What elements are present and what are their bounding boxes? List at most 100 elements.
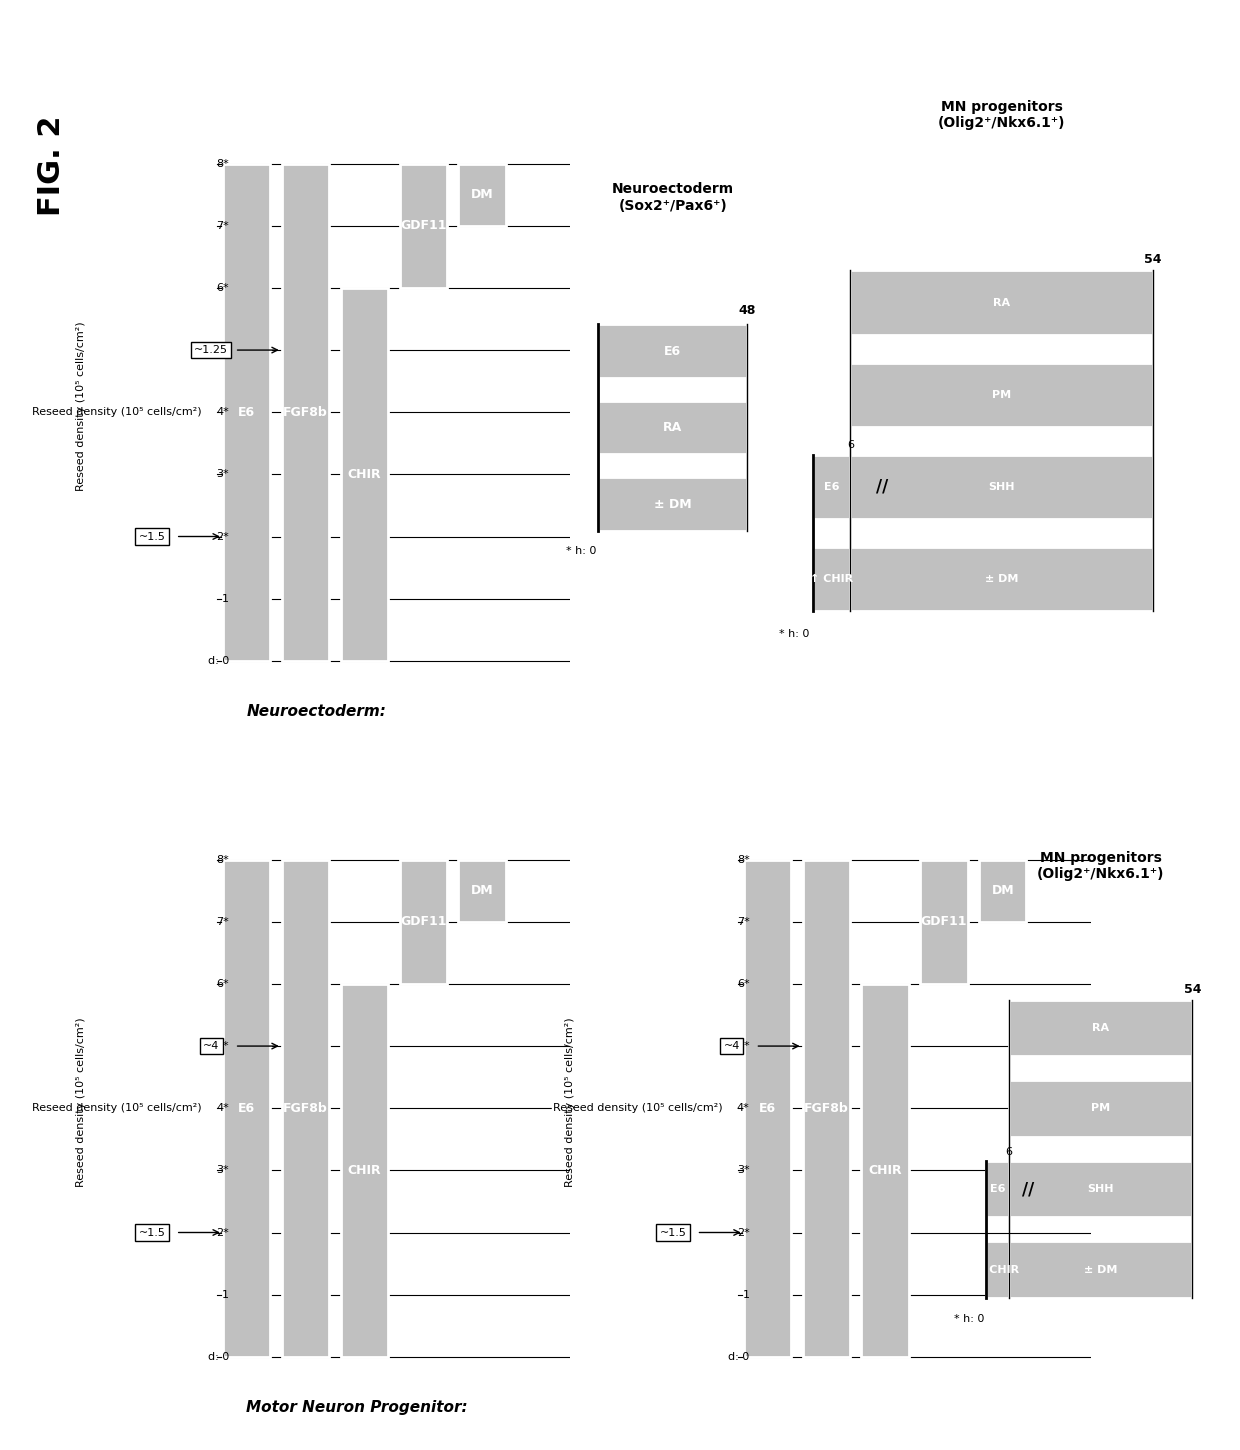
Text: ~4: ~4 — [724, 1041, 740, 1051]
Text: //: // — [1022, 1180, 1034, 1198]
Text: * h: 0: * h: 0 — [567, 547, 596, 557]
Text: DM: DM — [471, 188, 494, 202]
Text: ~1.5: ~1.5 — [139, 532, 166, 541]
Text: 6*: 6* — [216, 283, 228, 293]
Bar — [281, 164, 329, 661]
Text: ↑ CHIR: ↑ CHIR — [810, 574, 853, 584]
Bar — [1009, 1241, 1193, 1298]
Bar — [598, 400, 746, 454]
Text: ~1.25: ~1.25 — [195, 345, 228, 355]
Text: SHH: SHH — [1087, 1185, 1114, 1193]
Text: 54: 54 — [1183, 983, 1202, 996]
Text: DM: DM — [992, 884, 1014, 898]
Text: Reseed density (10⁵ cells/cm²): Reseed density (10⁵ cells/cm²) — [76, 322, 86, 490]
Bar — [851, 547, 1153, 610]
Text: 6: 6 — [847, 439, 854, 450]
Text: CHIR: CHIR — [347, 1164, 381, 1177]
Text: 7*: 7* — [216, 220, 228, 231]
Bar — [862, 985, 909, 1357]
Text: GDF11: GDF11 — [920, 915, 967, 928]
Text: FIG. 2: FIG. 2 — [37, 116, 66, 216]
Bar — [399, 860, 446, 985]
Text: CHIR: CHIR — [868, 1164, 901, 1177]
Text: 1: 1 — [222, 593, 228, 603]
Text: FGF8b: FGF8b — [283, 406, 327, 419]
Text: 4*: 4* — [216, 407, 228, 418]
Bar — [920, 860, 967, 985]
Text: Reseed density (10⁵ cells/cm²): Reseed density (10⁵ cells/cm²) — [565, 1018, 575, 1186]
Text: ~1.5: ~1.5 — [660, 1228, 687, 1237]
Text: 6*: 6* — [216, 979, 228, 989]
Text: ± DM: ± DM — [653, 497, 692, 510]
Bar — [459, 860, 506, 922]
Text: 2*: 2* — [737, 1228, 749, 1237]
Text: CHIR: CHIR — [347, 468, 381, 481]
Bar — [281, 860, 329, 1357]
Bar — [341, 289, 388, 661]
Text: 1: 1 — [743, 1289, 749, 1299]
Text: 2*: 2* — [216, 532, 228, 541]
Text: 8*: 8* — [216, 158, 228, 168]
Bar — [980, 860, 1027, 922]
Text: d: 0: d: 0 — [207, 655, 228, 666]
Text: E6: E6 — [823, 481, 839, 492]
Text: MN progenitors
(Olig2⁺/Nkx6.1⁺): MN progenitors (Olig2⁺/Nkx6.1⁺) — [1037, 851, 1164, 880]
Text: 3*: 3* — [216, 470, 228, 480]
Text: Neuroectoderm
(Sox2⁺/Pax6⁺): Neuroectoderm (Sox2⁺/Pax6⁺) — [611, 183, 734, 213]
Text: Reseed density (10⁵ cells/cm²): Reseed density (10⁵ cells/cm²) — [76, 1018, 86, 1186]
Text: E6: E6 — [990, 1185, 1006, 1193]
Text: Motor Neuron Progenitor:: Motor Neuron Progenitor: — [247, 1401, 467, 1415]
Text: 6*: 6* — [737, 979, 749, 989]
Bar — [851, 271, 1153, 335]
Text: FGF8b: FGF8b — [283, 1102, 327, 1115]
Text: 3*: 3* — [737, 1166, 749, 1176]
Text: ↑ CHIR: ↑ CHIR — [976, 1264, 1019, 1275]
Text: d: 0: d: 0 — [207, 1351, 228, 1362]
Text: * h: 0: * h: 0 — [954, 1314, 985, 1324]
Bar — [1009, 999, 1193, 1056]
Text: GDF11: GDF11 — [399, 915, 446, 928]
Bar — [812, 454, 851, 519]
Bar — [802, 860, 849, 1357]
Text: RA: RA — [663, 420, 682, 434]
Text: FGF8b: FGF8b — [804, 1102, 848, 1115]
Text: 48: 48 — [738, 303, 756, 316]
Bar — [223, 860, 270, 1357]
Text: d: 0: d: 0 — [728, 1351, 749, 1362]
Text: Reseed density (10⁵ cells/cm²): Reseed density (10⁵ cells/cm²) — [32, 1103, 202, 1114]
Text: E6: E6 — [238, 1102, 255, 1115]
Text: 5*: 5* — [216, 1041, 228, 1051]
Text: 5*: 5* — [737, 1041, 749, 1051]
Text: 54: 54 — [1143, 252, 1162, 265]
Text: E6: E6 — [759, 1102, 776, 1115]
Bar — [986, 1161, 1009, 1217]
Bar — [598, 477, 746, 531]
Text: GDF11: GDF11 — [399, 219, 446, 232]
Text: E6: E6 — [665, 345, 681, 358]
Bar — [986, 1241, 1009, 1298]
Text: 8*: 8* — [216, 854, 228, 864]
Bar — [459, 164, 506, 226]
Text: 7*: 7* — [737, 916, 749, 927]
Bar — [812, 547, 851, 610]
Text: RA: RA — [1092, 1022, 1110, 1032]
Text: Neuroectoderm:: Neuroectoderm: — [247, 705, 387, 719]
Text: E6: E6 — [238, 406, 255, 419]
Text: 1: 1 — [222, 1289, 228, 1299]
Text: 6: 6 — [1006, 1147, 1013, 1157]
Text: SHH: SHH — [988, 481, 1014, 492]
Text: 2*: 2* — [216, 1228, 228, 1237]
Text: PM: PM — [992, 390, 1011, 400]
Bar — [399, 164, 446, 289]
Bar — [851, 454, 1153, 519]
Bar — [1009, 1080, 1193, 1137]
Bar — [598, 325, 746, 378]
Text: 5*: 5* — [216, 345, 228, 355]
Text: ± DM: ± DM — [1084, 1264, 1117, 1275]
Text: Reseed density (10⁵ cells/cm²): Reseed density (10⁵ cells/cm²) — [32, 407, 202, 418]
Bar — [223, 164, 270, 661]
Text: ± DM: ± DM — [985, 574, 1018, 584]
Text: 8*: 8* — [737, 854, 749, 864]
Text: ~4: ~4 — [203, 1041, 219, 1051]
Text: * h: 0: * h: 0 — [779, 629, 810, 639]
